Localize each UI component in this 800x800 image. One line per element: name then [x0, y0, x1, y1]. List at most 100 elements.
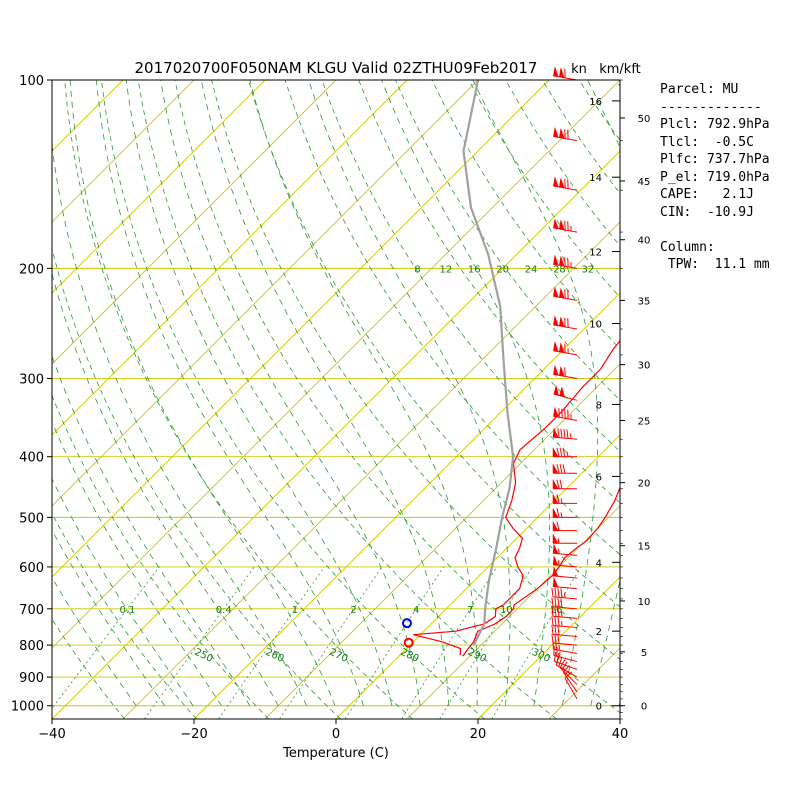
wind-barb [553, 652, 578, 670]
barb-pennant [552, 507, 559, 518]
barb-flag [557, 588, 560, 598]
isotherm-line [52, 80, 550, 578]
barb-flag [557, 428, 560, 438]
isotherm-line [52, 80, 479, 507]
mixing-ratio-label: 4 [413, 605, 419, 616]
info-line: Column: [660, 239, 715, 255]
theta-label: 280 [398, 647, 420, 665]
barb-flag [557, 598, 560, 608]
isotherm-label: 32 [581, 264, 594, 275]
barb-half-flag [560, 498, 563, 504]
barb-flag [557, 634, 560, 644]
isotherm-line [264, 363, 620, 719]
barb-pennant [559, 386, 565, 398]
barb-pennant [552, 576, 559, 588]
dry-adiabat-line [64, 80, 413, 719]
barb-flag [551, 625, 554, 635]
barb-flag [554, 616, 557, 626]
pressure-tick-label: 300 [19, 373, 44, 388]
barb-flag [554, 625, 557, 635]
mixing-ratio-label: 0.4 [216, 605, 232, 616]
pressure-tick-label: 700 [19, 603, 44, 618]
moist-adiabat-line [125, 80, 393, 706]
barb-staff [553, 654, 578, 663]
barb-pennant [552, 554, 559, 566]
kft-tick-label: 20 [638, 479, 651, 490]
pressure-tick-label: 900 [19, 671, 44, 686]
km-tick-label: 0 [596, 702, 602, 713]
barb-half-flag [563, 592, 566, 598]
wind-barb [553, 218, 578, 233]
isotherm-line [406, 505, 620, 719]
mixing-ratio-label: 1 [292, 605, 298, 616]
barb-flag [560, 428, 563, 438]
barb-pennant [553, 315, 559, 327]
barb-staff [553, 624, 578, 629]
isotherm-line [122, 221, 620, 719]
mixing-ratio-label: 10 [500, 605, 513, 616]
wind-barb [551, 633, 578, 646]
height-units-label: km/kft [599, 62, 641, 77]
dry-adiabat-line [284, 80, 620, 556]
barb-flag [556, 494, 560, 504]
pressure-tick-label: 800 [19, 639, 44, 654]
barb-half-flag [558, 548, 560, 554]
mixing-ratio-line [491, 566, 582, 719]
barb-flag [558, 657, 563, 667]
barb-pennant [552, 520, 559, 531]
wind-barb [552, 507, 577, 518]
km-tick-label: 14 [589, 173, 602, 184]
barb-staff [554, 660, 578, 670]
barb-pennant [552, 478, 559, 489]
dry-adiabat-line [321, 80, 620, 504]
barb-flag [557, 607, 560, 617]
barb-staff [562, 671, 578, 693]
wind-barb [551, 625, 578, 637]
isotherm-line [52, 80, 195, 223]
barb-flag [559, 479, 563, 489]
isotherm-line [52, 80, 53, 81]
barb-flag [562, 447, 566, 457]
theta-label: 260 [264, 647, 286, 665]
background-lines [52, 80, 620, 719]
moist-adiabat-line [200, 80, 450, 706]
kft-tick-label: 25 [638, 416, 651, 427]
temperature-profile-line [462, 486, 620, 657]
dry-adiabat-line [52, 394, 269, 719]
dry-adiabat-line [52, 618, 125, 719]
isotherm-label: 16 [468, 264, 481, 275]
temperature-tick-label: −20 [180, 727, 207, 742]
dry-adiabat-line [101, 80, 485, 719]
moist-adiabat-line [587, 80, 620, 706]
barb-flag [560, 588, 563, 598]
theta-label: 300 [530, 647, 552, 665]
theta-label: 250 [193, 647, 215, 665]
kft-tick-label: 0 [641, 702, 647, 713]
barb-flag [551, 633, 554, 644]
wind-barb [553, 340, 578, 356]
theta-label: 290 [466, 647, 488, 665]
dry-adiabat-line [52, 717, 53, 719]
mixing-ratio-line [279, 566, 383, 719]
barb-flag [551, 616, 554, 626]
barb-pennant [552, 446, 559, 457]
moist-adiabat-line [95, 80, 364, 706]
barb-flag [551, 597, 554, 607]
barb-pennant [553, 127, 559, 138]
barb-half-flag [560, 611, 563, 618]
wind-barb [552, 566, 578, 579]
barb-flag [556, 479, 560, 489]
info-line [660, 221, 770, 239]
barb-pennant [552, 566, 559, 577]
barb-pennant [559, 178, 565, 189]
barb-pennant [552, 463, 559, 474]
barb-staff [553, 648, 578, 654]
isotherm-line [52, 80, 620, 649]
mixing-ratio-label: 0.1 [119, 605, 135, 616]
barb-pennant [552, 493, 559, 504]
isotherm-line [52, 80, 266, 294]
isotherm-label: 24 [525, 264, 538, 275]
barb-pennant [559, 316, 565, 328]
mixing-ratio-line [52, 566, 160, 710]
